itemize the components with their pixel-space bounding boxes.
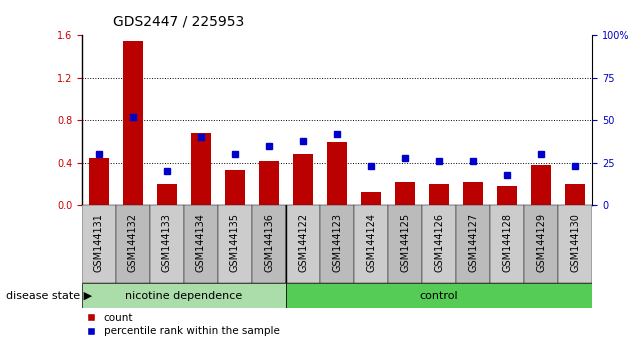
Text: GSM144128: GSM144128 (502, 213, 512, 272)
Text: GSM144127: GSM144127 (468, 213, 478, 272)
Bar (293, 154, 313, 205)
Text: GSM144130: GSM144130 (570, 213, 580, 272)
Text: GSM144133: GSM144133 (162, 213, 172, 272)
Bar (252, 205, 286, 283)
Bar (320, 205, 354, 283)
Text: disease state ▶: disease state ▶ (6, 291, 93, 301)
Bar (184, 205, 218, 283)
Bar (558, 205, 592, 283)
Text: GDS2447 / 225953: GDS2447 / 225953 (113, 14, 244, 28)
Bar (150, 205, 184, 283)
Bar (354, 205, 388, 283)
Bar (388, 205, 422, 283)
Bar (191, 133, 211, 205)
Bar (259, 161, 279, 205)
Text: GSM144123: GSM144123 (332, 213, 342, 272)
Bar (82, 283, 286, 308)
Bar (497, 186, 517, 205)
Bar (286, 205, 320, 283)
Bar (361, 192, 381, 205)
Bar (116, 205, 150, 283)
Bar (490, 205, 524, 283)
Text: GSM144135: GSM144135 (230, 213, 240, 272)
Text: GSM144136: GSM144136 (264, 213, 274, 272)
Text: GSM144129: GSM144129 (536, 213, 546, 272)
Text: control: control (420, 291, 459, 301)
Text: nicotine dependence: nicotine dependence (125, 291, 243, 301)
Bar (429, 184, 449, 205)
Bar (218, 205, 252, 283)
Text: GSM144134: GSM144134 (196, 213, 206, 272)
Bar (225, 170, 245, 205)
Bar (82, 205, 116, 283)
Bar (524, 205, 558, 283)
Bar (89, 158, 109, 205)
Text: GSM144126: GSM144126 (434, 213, 444, 272)
Bar (565, 184, 585, 205)
Bar (157, 184, 177, 205)
Bar (463, 182, 483, 205)
Text: GSM144131: GSM144131 (94, 213, 104, 272)
Bar (395, 182, 415, 205)
Legend: count, percentile rank within the sample: count, percentile rank within the sample (87, 313, 280, 336)
Bar (422, 205, 456, 283)
Text: GSM144125: GSM144125 (400, 213, 410, 272)
Bar (456, 205, 490, 283)
Bar (327, 142, 347, 205)
Bar (286, 283, 592, 308)
Bar (123, 41, 143, 205)
Bar (531, 165, 551, 205)
Text: GSM144122: GSM144122 (298, 213, 308, 272)
Text: GSM144132: GSM144132 (128, 213, 138, 272)
Text: GSM144124: GSM144124 (366, 213, 376, 272)
